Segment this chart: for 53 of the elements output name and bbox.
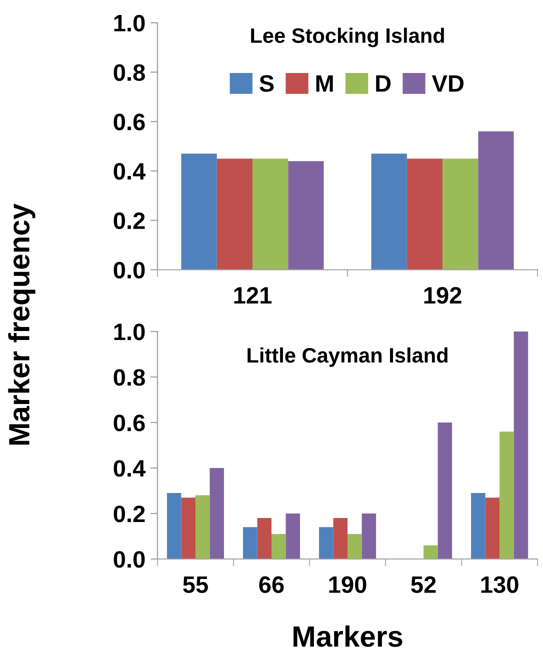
bar [257,518,272,559]
x-tick-label: 192 [424,287,462,304]
bar [348,534,362,559]
bar [424,545,438,559]
bar [216,158,252,270]
chart-title: Lee Stocking Island [251,28,444,48]
bar [442,158,478,270]
y-axis-title: Marker frequency [8,204,36,445]
bar [195,495,210,559]
bar [371,154,407,270]
x-tick-label: 130 [481,576,518,594]
legend-label: D [376,75,391,92]
bar [438,422,452,559]
y-tick-label: 0.8 [114,369,145,386]
legend-label: M [316,75,333,92]
y-tick-label: 0.6 [114,114,145,130]
bar [471,493,486,559]
y-tick-label: 1.0 [114,14,145,32]
bar [242,527,258,559]
y-tick-label: 0.8 [114,64,145,81]
bar [210,468,224,559]
text: Little Cayman Island [248,347,448,367]
bar [272,534,286,559]
y-tick-label: 0.2 [114,506,145,522]
bar [286,514,300,559]
y-tick-label: 0.4 [114,460,146,477]
bar [181,498,196,559]
bar [514,332,528,559]
bar [319,527,334,559]
x-axis-title: Markers [294,625,402,647]
y-tick-label: 0.0 [114,262,145,279]
y-tick-label: 1.0 [114,324,145,340]
bar [252,158,288,270]
bar [406,158,443,270]
y-tick-label: 0.0 [114,551,145,568]
bar [500,432,514,559]
bar [362,514,376,559]
y-tick-label: 0.6 [114,414,145,432]
legend-label: S [260,75,274,92]
x-tick-label: 66 [259,576,284,594]
x-tick-label: 52 [411,576,436,594]
bar [181,154,217,270]
y-tick-label: 0.2 [114,212,145,230]
x-tick-label: 190 [329,576,366,594]
bar [288,161,324,270]
legend-label: VD [432,75,464,92]
y-tick-label: 0.4 [114,163,146,180]
bar [333,518,348,559]
bar [166,493,182,559]
bar [485,498,500,559]
x-tick-label: 55 [183,576,208,594]
bar [478,131,514,270]
x-tick-label: 121 [234,287,272,304]
